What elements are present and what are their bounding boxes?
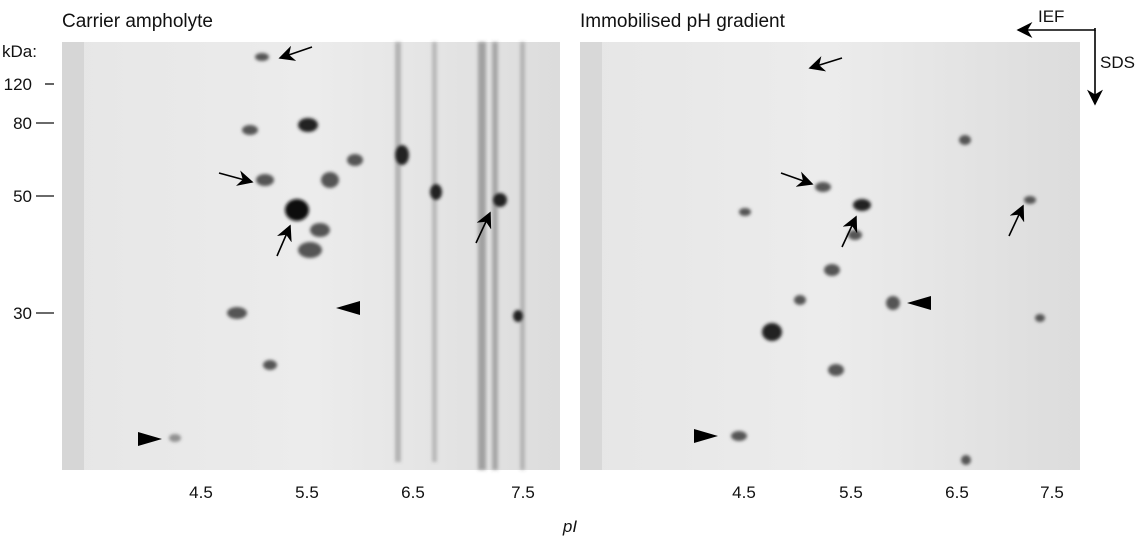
panel-title: Immobilised pH gradient bbox=[580, 11, 786, 32]
gel-right bbox=[580, 42, 1080, 470]
pi-label: 4.5 bbox=[189, 483, 213, 502]
gel-left bbox=[62, 42, 560, 470]
mw-label: 50 bbox=[13, 187, 32, 206]
mw-labels: 120 80 50 30 bbox=[4, 75, 32, 323]
mw-label: 120 bbox=[4, 75, 32, 94]
arrowheads bbox=[138, 296, 931, 446]
panel-title: Carrier ampholyte bbox=[62, 11, 213, 32]
pi-label: 7.5 bbox=[1040, 483, 1064, 502]
pi-label: 6.5 bbox=[945, 483, 969, 502]
pi-label: 6.5 bbox=[401, 483, 425, 502]
mw-label: 80 bbox=[13, 114, 32, 133]
mw-label: 30 bbox=[13, 304, 32, 323]
axis-label: pI bbox=[562, 517, 577, 536]
pi-label: 5.5 bbox=[839, 483, 863, 502]
pi-label: 4.5 bbox=[732, 483, 756, 502]
pi-label: 7.5 bbox=[511, 483, 535, 502]
tick-dashes bbox=[36, 83, 54, 314]
direction-label: IEF bbox=[1038, 7, 1064, 26]
pi-labels: 4.5 5.5 6.5 7.5 4.5 5.5 6.5 7.5 bbox=[189, 483, 1064, 502]
mw-unit: kDa: bbox=[2, 42, 37, 61]
annotation-arrows bbox=[218, 22, 1103, 257]
pi-label: 5.5 bbox=[295, 483, 319, 502]
direction-label: SDS bbox=[1100, 53, 1135, 72]
